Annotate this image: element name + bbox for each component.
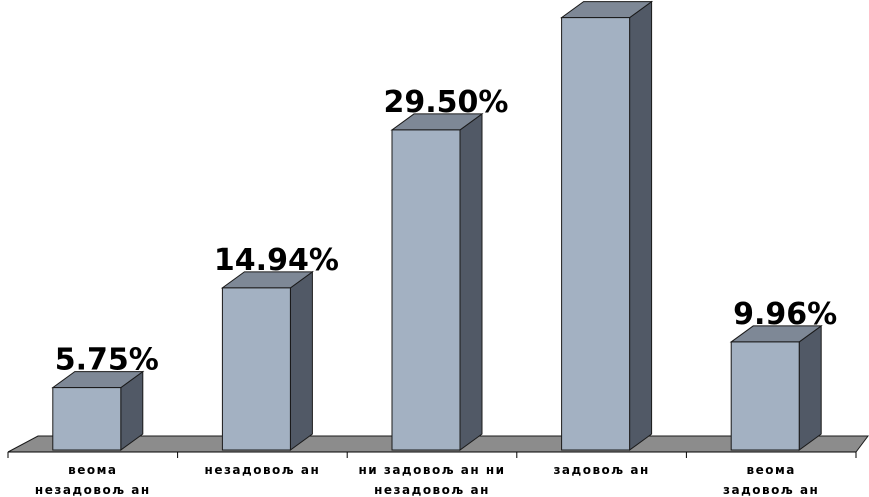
bar [560,0,654,451]
bar [729,324,823,451]
category-label: веома [68,463,117,477]
bar [51,370,145,451]
data-label: 29.50% [384,85,509,120]
category-labels: веома незадовољ ан незадовољ ан ни задовољ … [35,463,819,497]
data-label: 39.85% [553,0,678,8]
x-axis-ticks [7,452,857,458]
bars [51,0,823,451]
bar-side [289,270,313,451]
bar-front [221,287,291,451]
data-labels: 5.75% 14.94% 29.50% 39.85% 9.96% [55,0,837,378]
bar-front [730,341,800,451]
bar-front [391,129,461,451]
bar-front [52,387,122,451]
data-label: 14.94% [214,243,339,278]
category-label: незадовољ ан [205,463,321,477]
bar-side [459,112,483,451]
category-label: ни задовољ ан ни [358,463,505,477]
data-label: 5.75% [55,343,159,378]
bar [220,270,314,451]
bar [390,112,484,451]
category-label: задовољ ан [723,483,819,497]
category-label: незадовољ ан [35,483,151,497]
category-label: незадовољ ан [374,483,490,497]
bar-side [629,0,653,451]
category-label: веома [747,463,796,477]
category-label: задовољ ан [553,463,649,477]
bar-side [798,324,822,451]
bar-front [561,17,631,451]
data-label: 9.96% [733,297,837,332]
